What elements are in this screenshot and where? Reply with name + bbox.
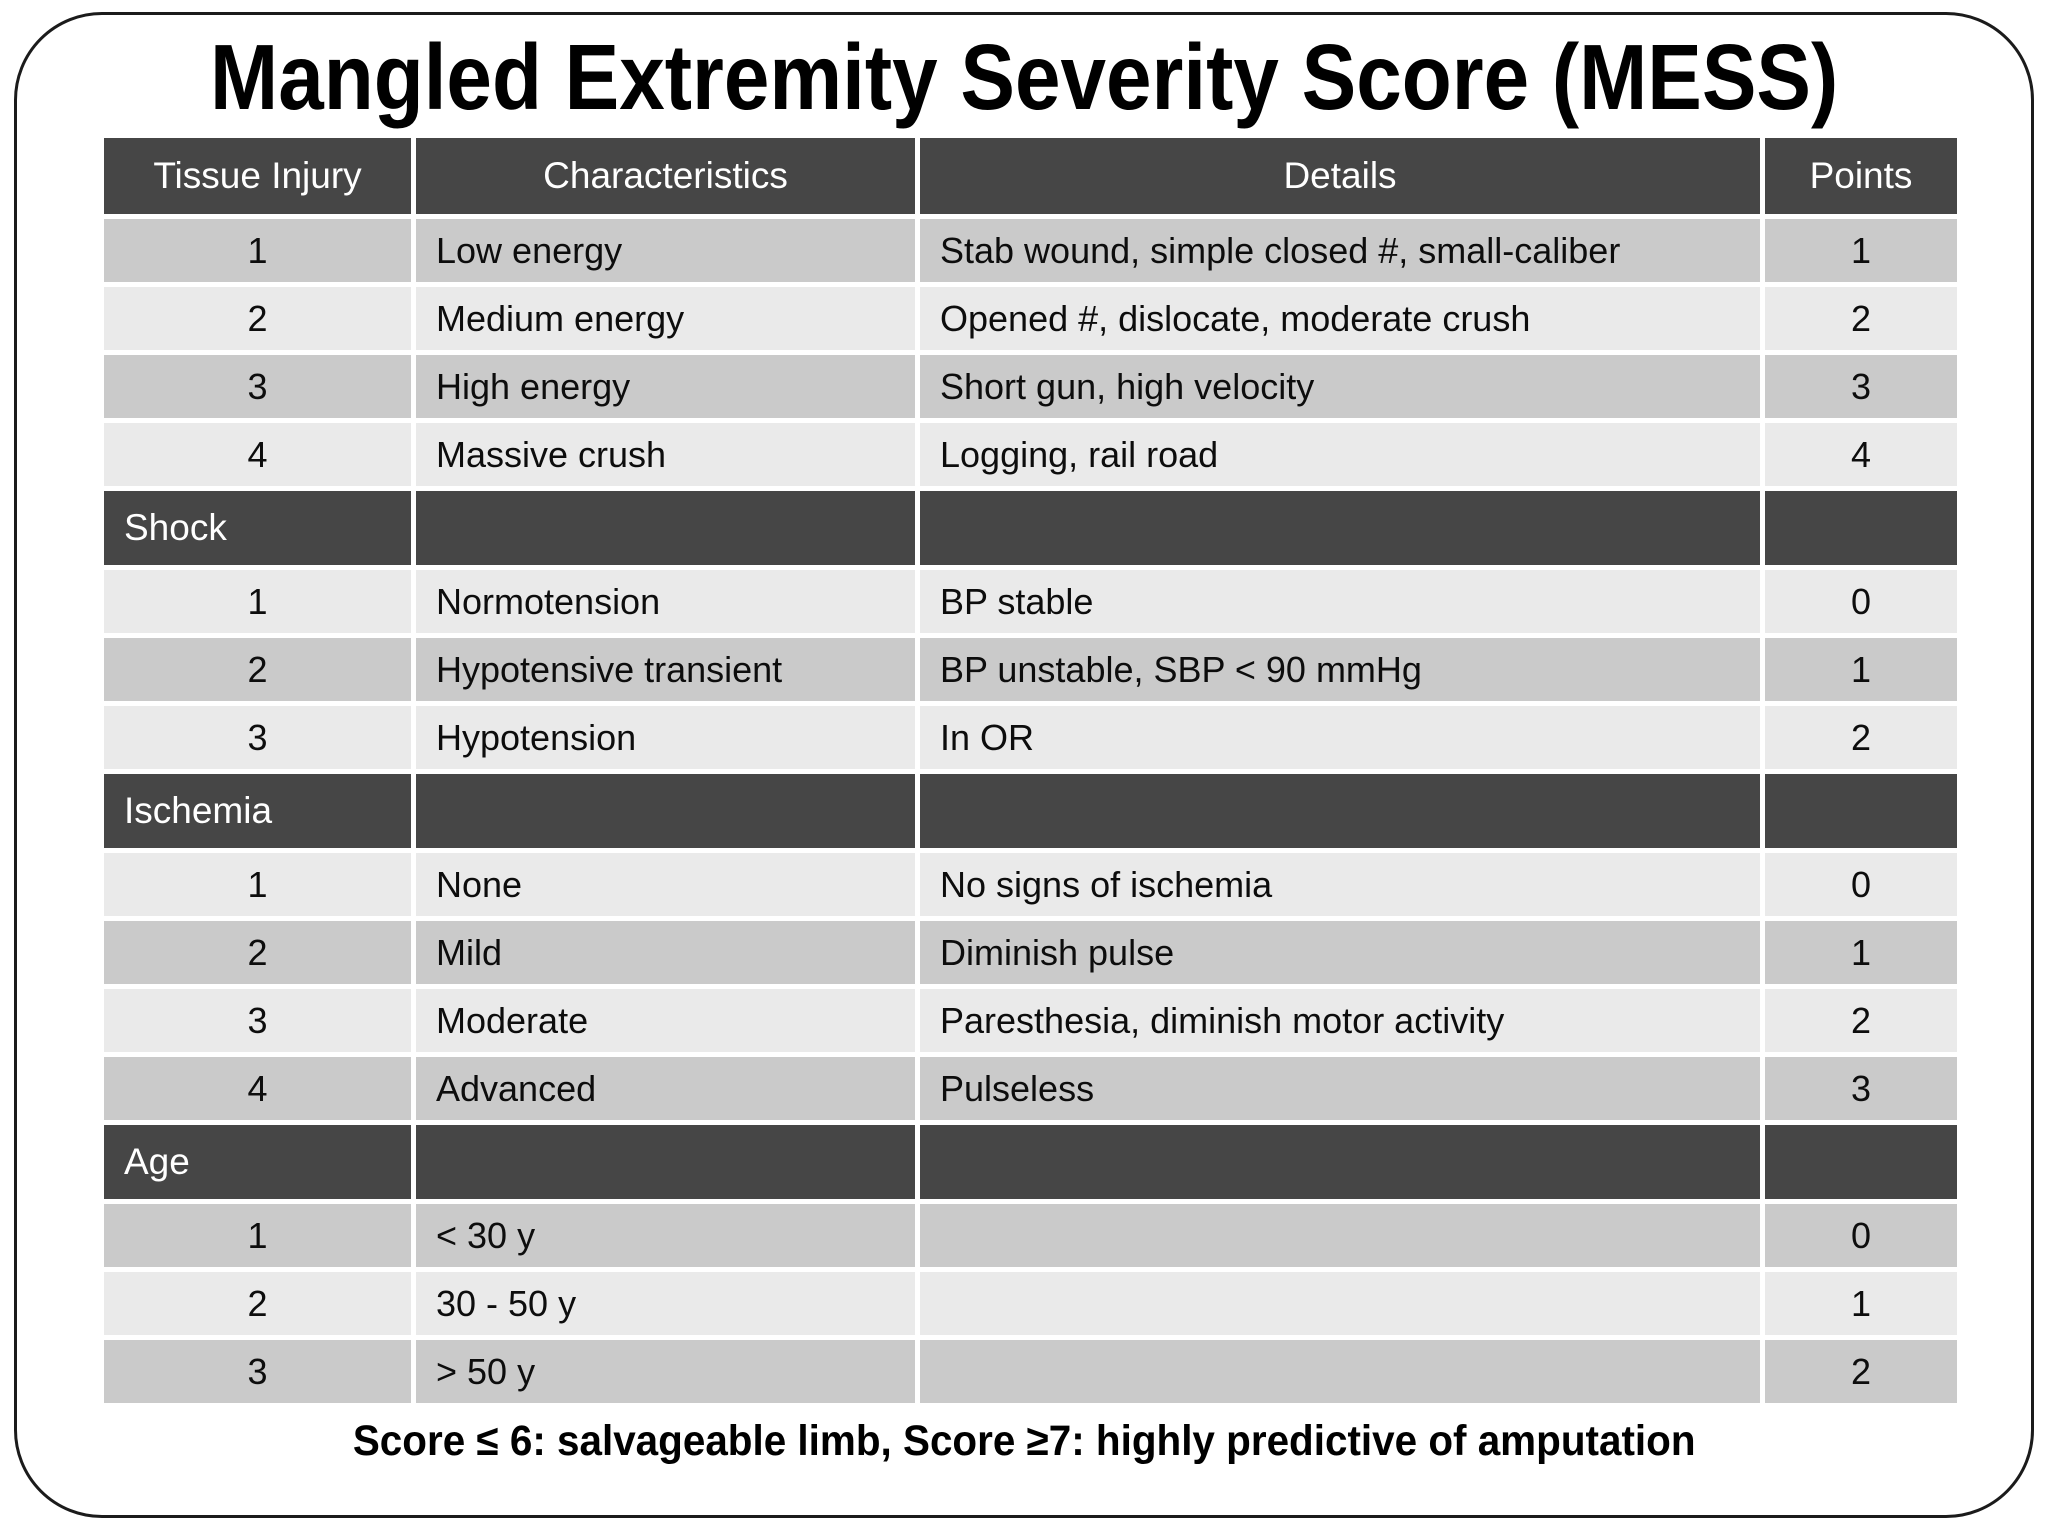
section-header-cell (920, 774, 1760, 849)
section-header-cell (416, 491, 915, 566)
cell-detail: BP stable (920, 570, 1760, 634)
cell-points: 2 (1765, 989, 1957, 1053)
cell-points: 2 (1765, 706, 1957, 770)
section-header-shock: Shock (104, 491, 411, 566)
cell-number: 2 (104, 921, 411, 985)
cell-points: 2 (1765, 287, 1957, 351)
cell-detail: Pulseless (920, 1057, 1760, 1121)
cell-number: 4 (104, 1057, 411, 1121)
cell-detail: No signs of ischemia (920, 853, 1760, 917)
cell-detail: BP unstable, SBP < 90 mmHg (920, 638, 1760, 702)
section-header-age: Age (104, 1125, 411, 1200)
cell-detail (920, 1204, 1760, 1268)
cell-characteristic: > 50 y (416, 1340, 915, 1404)
cell-number: 1 (104, 570, 411, 634)
cell-characteristic: Low energy (416, 219, 915, 283)
cell-characteristic: 30 - 50 y (416, 1272, 915, 1336)
section-header-cell (1765, 1125, 1957, 1200)
column-header-tissue-injury: Tissue Injury (104, 138, 411, 215)
score-interpretation-text: Score ≤ 6: salvageable limb, Score ≥7: h… (352, 1417, 1696, 1466)
cell-number: 4 (104, 423, 411, 487)
cell-characteristic: Advanced (416, 1057, 915, 1121)
cell-characteristic: Hypotension (416, 706, 915, 770)
cell-number: 1 (104, 1204, 411, 1268)
cell-detail: Opened #, dislocate, moderate crush (920, 287, 1760, 351)
cell-characteristic: Medium energy (416, 287, 915, 351)
cell-detail (920, 1340, 1760, 1404)
slide-title: Mangled Extremity Severity Score (MESS) (0, 25, 2048, 129)
cell-characteristic: Mild (416, 921, 915, 985)
cell-characteristic: None (416, 853, 915, 917)
cell-detail: Paresthesia, diminish motor activity (920, 989, 1760, 1053)
cell-characteristic: Moderate (416, 989, 915, 1053)
section-header-cell (1765, 774, 1957, 849)
cell-number: 3 (104, 989, 411, 1053)
cell-number: 2 (104, 638, 411, 702)
cell-number: 2 (104, 1272, 411, 1336)
cell-points: 3 (1765, 1057, 1957, 1121)
section-header-cell (416, 1125, 915, 1200)
cell-points: 2 (1765, 1340, 1957, 1404)
cell-detail: Logging, rail road (920, 423, 1760, 487)
cell-number: 1 (104, 219, 411, 283)
cell-points: 1 (1765, 921, 1957, 985)
cell-detail: Short gun, high velocity (920, 355, 1760, 419)
cell-characteristic: High energy (416, 355, 915, 419)
mess-table: Tissue Injury Characteristics Details Po… (104, 138, 1957, 1404)
column-header-points: Points (1765, 138, 1957, 215)
cell-characteristic: Massive crush (416, 423, 915, 487)
section-header-cell (416, 774, 915, 849)
cell-number: 3 (104, 706, 411, 770)
cell-characteristic: < 30 y (416, 1204, 915, 1268)
cell-points: 0 (1765, 853, 1957, 917)
cell-number: 3 (104, 1340, 411, 1404)
cell-detail (920, 1272, 1760, 1336)
cell-points: 1 (1765, 219, 1957, 283)
cell-points: 4 (1765, 423, 1957, 487)
column-header-details: Details (920, 138, 1760, 215)
cell-characteristic: Hypotensive transient (416, 638, 915, 702)
cell-detail: Diminish pulse (920, 921, 1760, 985)
cell-points: 0 (1765, 1204, 1957, 1268)
section-header-cell (920, 1125, 1760, 1200)
section-header-cell (1765, 491, 1957, 566)
cell-points: 1 (1765, 638, 1957, 702)
cell-characteristic: Normotension (416, 570, 915, 634)
cell-points: 0 (1765, 570, 1957, 634)
score-interpretation-note: Score ≤ 6: salvageable limb, Score ≥7: h… (0, 1417, 2048, 1466)
cell-detail: In OR (920, 706, 1760, 770)
column-header-characteristics: Characteristics (416, 138, 915, 215)
cell-points: 1 (1765, 1272, 1957, 1336)
cell-detail: Stab wound, simple closed #, small-calib… (920, 219, 1760, 283)
cell-number: 1 (104, 853, 411, 917)
section-header-cell (920, 491, 1760, 566)
cell-number: 3 (104, 355, 411, 419)
cell-number: 2 (104, 287, 411, 351)
section-header-ischemia: Ischemia (104, 774, 411, 849)
cell-points: 3 (1765, 355, 1957, 419)
slide-title-text: Mangled Extremity Severity Score (MESS) (209, 25, 1839, 129)
